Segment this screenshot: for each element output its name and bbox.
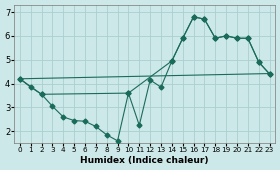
X-axis label: Humidex (Indice chaleur): Humidex (Indice chaleur): [80, 156, 209, 165]
